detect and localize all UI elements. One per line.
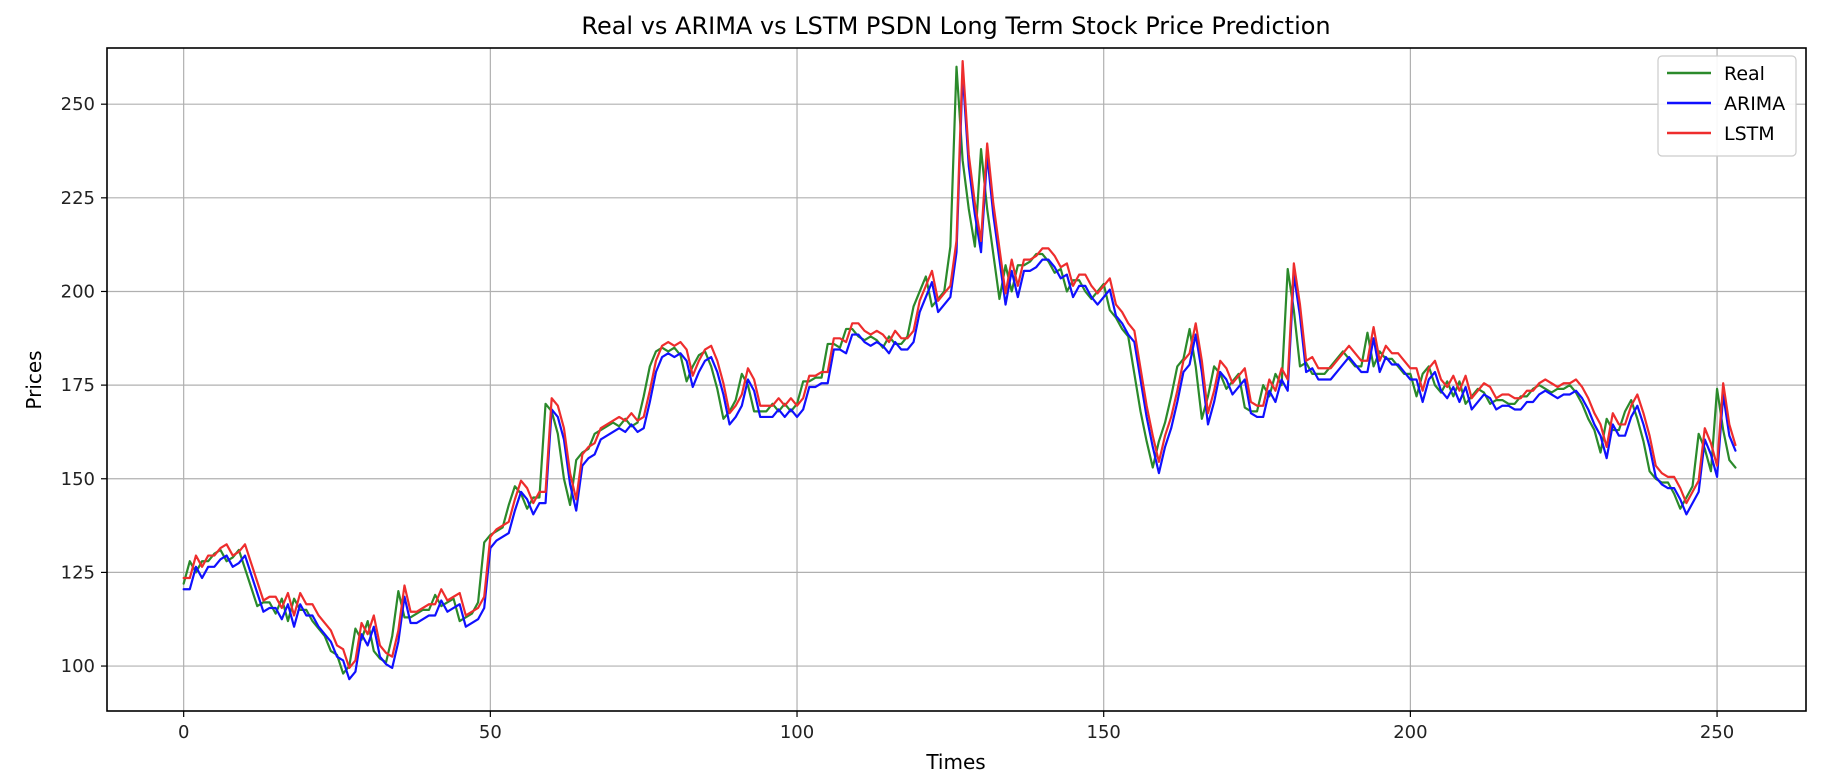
x-tick-label: 0 bbox=[178, 722, 189, 743]
legend-label-lstm: LSTM bbox=[1724, 123, 1775, 145]
series-line-lstm bbox=[182, 60, 1737, 670]
y-tick-label: 250 bbox=[61, 94, 95, 115]
plot-frame bbox=[106, 47, 1807, 712]
y-tick-label: 150 bbox=[61, 469, 95, 490]
series-layer bbox=[182, 60, 1737, 681]
y-tick-label: 100 bbox=[61, 656, 95, 677]
x-tick-label: 200 bbox=[1393, 722, 1427, 743]
series-line-real bbox=[182, 65, 1737, 675]
grid-layer bbox=[107, 48, 1806, 711]
chart-title: Real vs ARIMA vs LSTM PSDN Long Term Sto… bbox=[581, 12, 1330, 40]
y-tick-label: 225 bbox=[61, 188, 95, 209]
legend-label-real: Real bbox=[1724, 63, 1765, 85]
y-tick-label: 125 bbox=[61, 562, 95, 583]
x-tick-label: 150 bbox=[1087, 722, 1121, 743]
x-axis-label: Times bbox=[925, 750, 985, 774]
legend: Real ARIMA LSTM bbox=[1657, 55, 1797, 157]
legend-box bbox=[1657, 55, 1797, 157]
x-tick-label: 250 bbox=[1700, 722, 1734, 743]
x-tick-label: 50 bbox=[479, 722, 502, 743]
legend-label-arima: ARIMA bbox=[1724, 93, 1785, 115]
x-tick-label: 100 bbox=[780, 722, 814, 743]
tick-layer: 0 50 100 150 200 250 100 125 150 175 200 225 250 bbox=[61, 94, 1735, 743]
y-tick-label: 175 bbox=[61, 375, 95, 396]
y-tick-label: 200 bbox=[61, 281, 95, 302]
y-axis-label: Prices bbox=[22, 350, 46, 409]
